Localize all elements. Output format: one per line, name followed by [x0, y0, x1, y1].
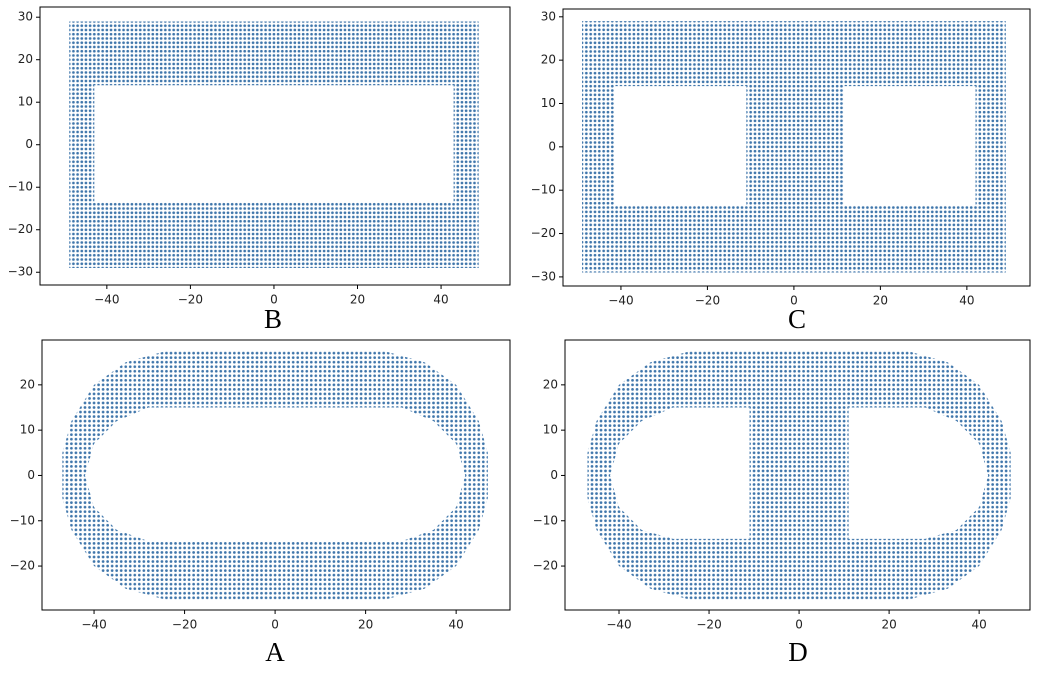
- x-tick-label: −40: [608, 294, 633, 308]
- y-tick-label: 20: [18, 52, 33, 66]
- y-tick-label: −30: [8, 265, 33, 279]
- x-tick-label: −40: [81, 618, 106, 632]
- x-tick-label: 40: [971, 618, 986, 632]
- y-tick-label: 10: [543, 423, 558, 437]
- x-tick-label: −20: [172, 618, 197, 632]
- y-tick-label: 20: [543, 377, 558, 391]
- y-tick-label: −20: [531, 226, 556, 240]
- point-cloud: [587, 350, 1011, 601]
- panel-label: B: [264, 304, 282, 334]
- y-tick-label: −10: [10, 513, 35, 527]
- point-cloud: [62, 350, 488, 601]
- panel-label: D: [788, 637, 808, 667]
- y-tick-label: 30: [541, 9, 556, 23]
- x-tick-label: 20: [881, 618, 896, 632]
- point-cloud: [582, 21, 1006, 273]
- y-tick-label: 0: [25, 137, 33, 151]
- x-tick-label: 0: [795, 618, 803, 632]
- x-tick-label: −20: [178, 293, 203, 307]
- y-tick-label: −20: [8, 222, 33, 236]
- y-tick-label: 20: [20, 377, 35, 391]
- axes-frame: [39, 6, 511, 286]
- x-tick-label: 0: [790, 294, 798, 308]
- x-tick-label: −40: [94, 293, 119, 307]
- x-tick-label: 40: [959, 294, 974, 308]
- y-tick-label: 10: [541, 96, 556, 110]
- x-tick-label: 40: [433, 293, 448, 307]
- y-tick-label: −20: [10, 559, 35, 573]
- y-tick-label: 0: [548, 139, 556, 153]
- y-tick-label: 10: [20, 423, 35, 437]
- panel-label: A: [265, 637, 285, 667]
- axes-frame: [562, 8, 1031, 287]
- y-tick-label: 0: [550, 468, 558, 482]
- x-tick-label: −20: [696, 618, 721, 632]
- point-cloud: [69, 21, 479, 268]
- x-tick-label: 0: [271, 618, 279, 632]
- panel-label: C: [788, 304, 806, 334]
- y-tick-label: −10: [8, 180, 33, 194]
- y-tick-label: −20: [533, 559, 558, 573]
- y-tick-label: 30: [18, 10, 33, 24]
- x-tick-label: 40: [448, 618, 463, 632]
- y-tick-label: 10: [18, 95, 33, 109]
- y-tick-label: 0: [27, 468, 35, 482]
- y-tick-label: −30: [531, 269, 556, 283]
- x-tick-label: 20: [350, 293, 365, 307]
- x-tick-label: −40: [606, 618, 631, 632]
- x-tick-label: −20: [695, 294, 720, 308]
- y-tick-label: −10: [533, 513, 558, 527]
- y-tick-label: −10: [531, 183, 556, 197]
- x-tick-label: 20: [873, 294, 888, 308]
- x-tick-label: 20: [358, 618, 373, 632]
- y-tick-label: 20: [541, 53, 556, 67]
- x-tick-label: 0: [270, 293, 278, 307]
